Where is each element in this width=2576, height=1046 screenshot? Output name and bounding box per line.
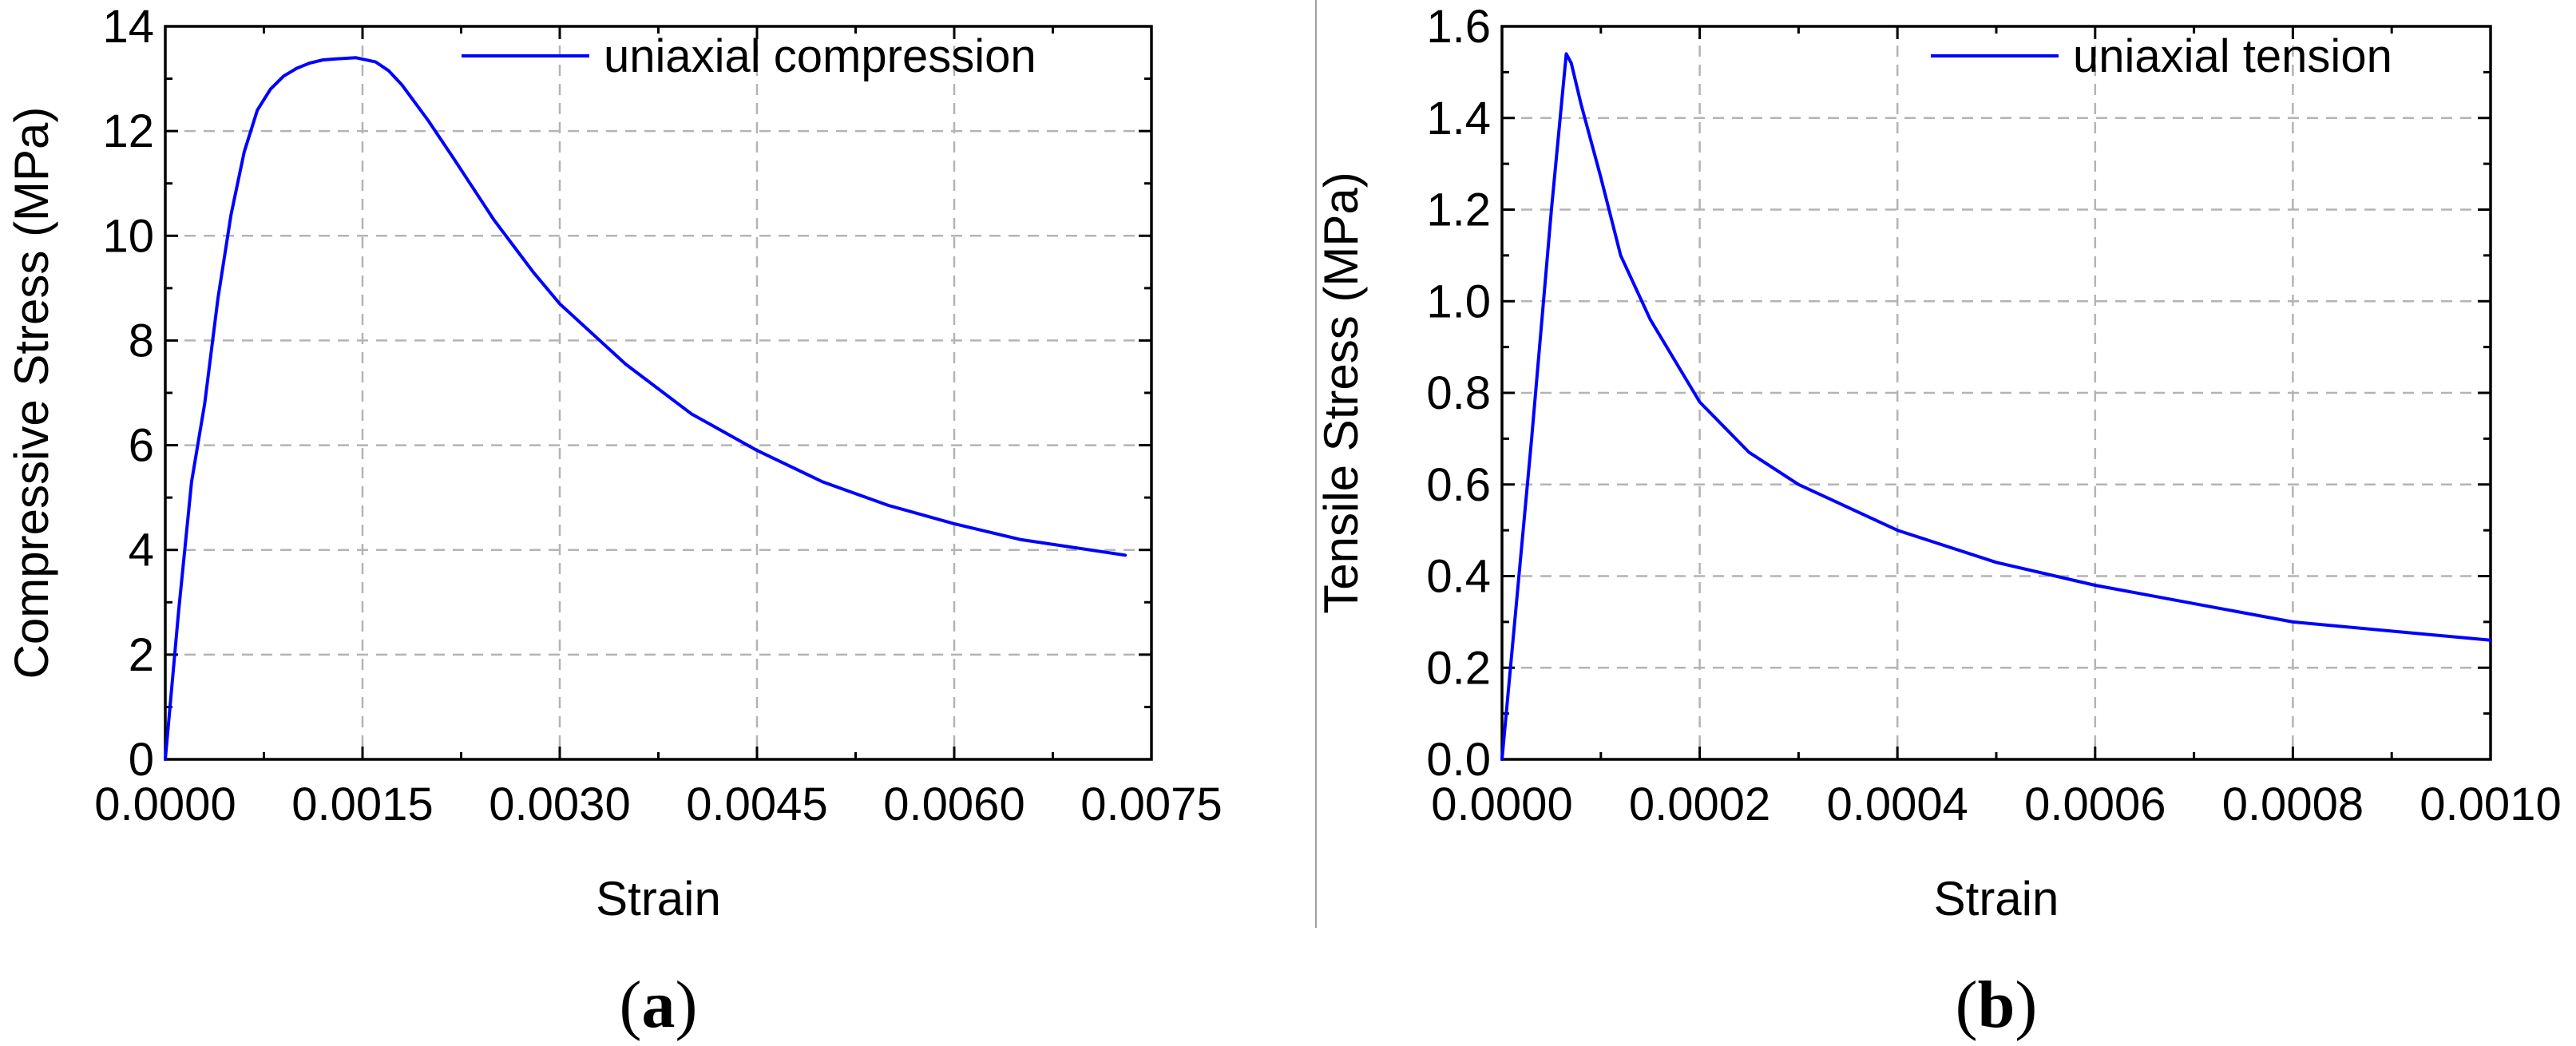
- x-tick-label: 0.0006: [2024, 779, 2166, 830]
- panel-label-letter: b: [1978, 968, 2015, 1042]
- y-tick-label: 0.0: [1426, 734, 1491, 786]
- x-tick-label: 0.0030: [489, 779, 630, 830]
- legend: uniaxial compression: [462, 30, 1036, 82]
- y-tick-label: 2: [129, 629, 154, 681]
- panel-label-close: ): [676, 968, 698, 1042]
- panel-label-close: ): [2015, 968, 2037, 1042]
- x-tick-label: 0.0000: [1431, 779, 1572, 830]
- y-tick-label: 1.0: [1426, 275, 1491, 327]
- y-tick-label: 6: [129, 420, 154, 472]
- y-axis-label: Tensile Stress (MPa): [1314, 172, 1368, 613]
- series-line: [1500, 52, 2492, 761]
- panel-label: (a): [620, 968, 698, 1042]
- legend-label: uniaxial tension: [2073, 30, 2392, 82]
- y-tick-label: 0.2: [1426, 642, 1491, 694]
- panel-label-open: (: [620, 968, 642, 1042]
- series-line: [164, 56, 1127, 761]
- y-axis-label: Compressive Stress (MPa): [5, 107, 58, 680]
- x-tick-label: 0.0004: [1826, 779, 1968, 830]
- y-tick-label: 12: [102, 105, 154, 157]
- x-tick-label: 0.0075: [1080, 779, 1222, 830]
- y-tick-label: 14: [102, 1, 154, 53]
- x-axis-label: Strain: [1934, 872, 2059, 925]
- x-tick-label: 0.0015: [291, 779, 433, 830]
- x-tick-label: 0.0000: [94, 779, 236, 830]
- x-tick-label: 0.0045: [686, 779, 827, 830]
- y-tick-label: 1.2: [1426, 184, 1491, 236]
- x-tick-label: 0.0008: [2222, 779, 2364, 830]
- plot-frame: [1500, 25, 2492, 761]
- y-tick-label: 8: [129, 315, 154, 366]
- y-tick-label: 0.4: [1426, 551, 1491, 603]
- y-tick-label: 1.4: [1426, 93, 1491, 145]
- x-tick-label: 0.0002: [1629, 779, 1770, 830]
- legend: uniaxial tension: [1931, 30, 2392, 82]
- y-tick-label: 0.6: [1426, 459, 1491, 511]
- plot-frame: [164, 25, 1153, 761]
- chart-panel-b: 0.0000 0.0002 0.0004 0.0006 0.0008 0.0010 0.0 0…: [1314, 1, 2562, 1042]
- chart-panel-a: 0.0000 0.0015 0.0030 0.0045 0.0060 0.0075 0 2 4 6…: [5, 1, 1223, 1042]
- y-tick-label: 0: [129, 734, 154, 786]
- x-axis-label: Strain: [596, 872, 721, 925]
- legend-label: uniaxial compression: [604, 30, 1036, 82]
- y-tick-label: 0.8: [1426, 367, 1491, 419]
- x-tick-label: 0.0010: [2419, 779, 2561, 830]
- y-tick-label: 10: [102, 210, 154, 262]
- panel-label-letter: a: [642, 968, 676, 1042]
- panel-label-open: (: [1956, 968, 1978, 1042]
- y-tick-label: 4: [129, 525, 154, 576]
- panel-label: (b): [1956, 968, 2038, 1042]
- y-tick-label: 1.6: [1426, 1, 1491, 53]
- x-tick-label: 0.0060: [883, 779, 1024, 830]
